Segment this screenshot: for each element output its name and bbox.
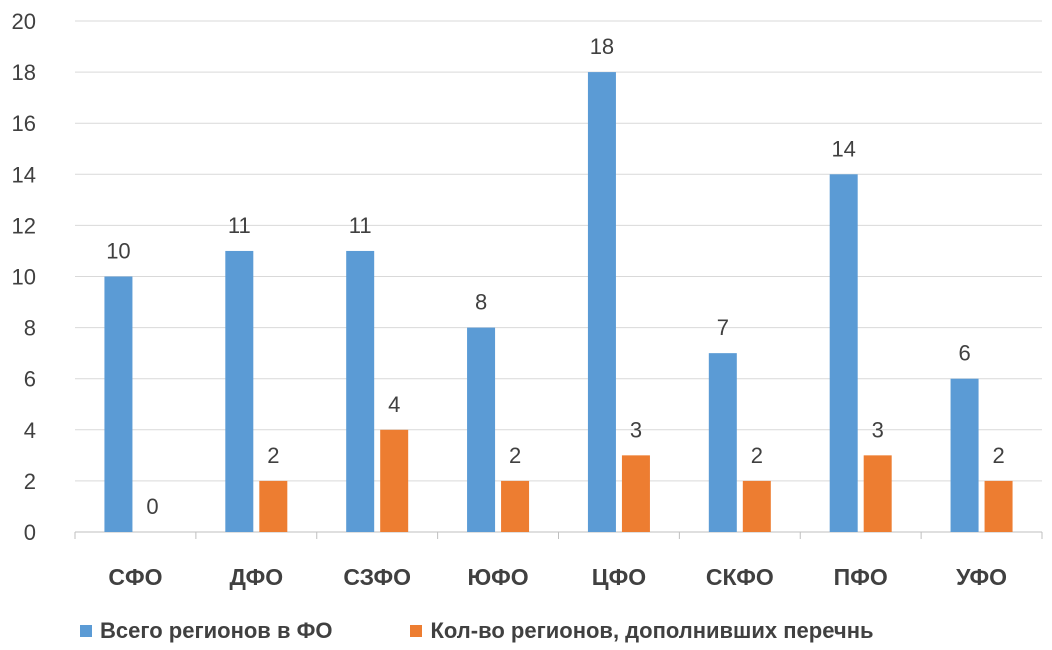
y-tick-label-18: 18 (12, 60, 36, 85)
data-label-2-1: 0 (146, 494, 158, 519)
bar-1-7 (829, 174, 858, 533)
bar-1-1 (104, 276, 133, 532)
y-tick-label-6: 6 (24, 367, 36, 392)
x-tick-label-6: СКФО (706, 564, 774, 590)
bar-1-2 (225, 250, 254, 532)
y-axis: 0 2 4 6 8 10 12 14 16 18 20 (12, 9, 36, 545)
data-label-1-7: 14 (831, 136, 855, 161)
bar-1-4 (467, 327, 496, 532)
bar-2-7 (863, 455, 892, 532)
y-tick-label-20: 20 (12, 9, 36, 34)
x-tick-label-7: ПФО (834, 564, 888, 590)
y-tick-label-10: 10 (12, 265, 36, 290)
bar-1-6 (708, 353, 737, 532)
legend-swatch-series-1 (80, 625, 92, 637)
y-tick-label-16: 16 (12, 111, 36, 136)
x-tick-label-8: УФО (956, 564, 1007, 590)
y-tick-label-0: 0 (24, 520, 36, 545)
bar-1-5 (587, 72, 616, 532)
y-tick-label-8: 8 (24, 316, 36, 341)
y-tick-label-4: 4 (24, 418, 36, 443)
legend-item-series-2: Кол-во регионов, дополнивших перечнь (410, 618, 874, 644)
x-tick-label-4: ЮФО (467, 564, 528, 590)
legend-swatch-series-2 (410, 625, 423, 637)
bar-2-4 (501, 480, 530, 532)
x-tick-label-5: ЦФО (592, 564, 646, 590)
bar-2-3 (380, 429, 409, 532)
bar-2-8 (984, 480, 1013, 532)
x-tick-label-3: СЗФО (343, 564, 411, 590)
data-label-2-5: 3 (630, 417, 642, 442)
legend: Всего регионов в ФО Кол-во регионов, доп… (80, 618, 952, 644)
bar-2-6 (742, 480, 771, 532)
data-label-2-3: 4 (388, 392, 400, 417)
bar-1-8 (950, 378, 979, 532)
legend-item-series-1: Всего регионов в ФО (80, 618, 332, 644)
bars (104, 72, 1013, 533)
gridlines (75, 20, 1042, 482)
data-label-2-6: 2 (751, 443, 763, 468)
data-label-2-4: 2 (509, 443, 521, 468)
y-tick-label-12: 12 (12, 213, 36, 238)
data-label-2-2: 2 (267, 443, 279, 468)
bar-1-3 (346, 250, 375, 532)
x-axis: СФО ДФО СЗФО ЮФО ЦФО СКФО ПФО УФО (74, 531, 1043, 590)
data-label-2-7: 3 (872, 417, 884, 442)
data-label-1-3: 11 (349, 213, 372, 238)
bar-2-5 (621, 455, 650, 532)
bar-2-2 (259, 480, 288, 532)
y-tick-label-14: 14 (12, 162, 36, 187)
data-label-1-8: 6 (958, 341, 970, 366)
y-tick-label-2: 2 (24, 469, 36, 494)
data-label-2-8: 2 (992, 443, 1004, 468)
legend-label-series-1: Всего регионов в ФО (100, 618, 333, 643)
x-tick-label-2: ДФО (230, 564, 284, 590)
data-label-1-4: 8 (475, 290, 487, 315)
data-label-1-6: 7 (717, 315, 729, 340)
data-label-1-5: 18 (590, 34, 614, 59)
data-labels: 10 11 11 8 18 7 14 6 0 2 4 2 3 2 3 2 (106, 34, 1004, 519)
data-label-1-2: 11 (228, 213, 251, 238)
x-tick-label-1: СФО (108, 564, 162, 590)
legend-label-series-2: Кол-во регионов, дополнивших перечнь (430, 618, 874, 643)
data-label-1-1: 10 (106, 239, 130, 264)
